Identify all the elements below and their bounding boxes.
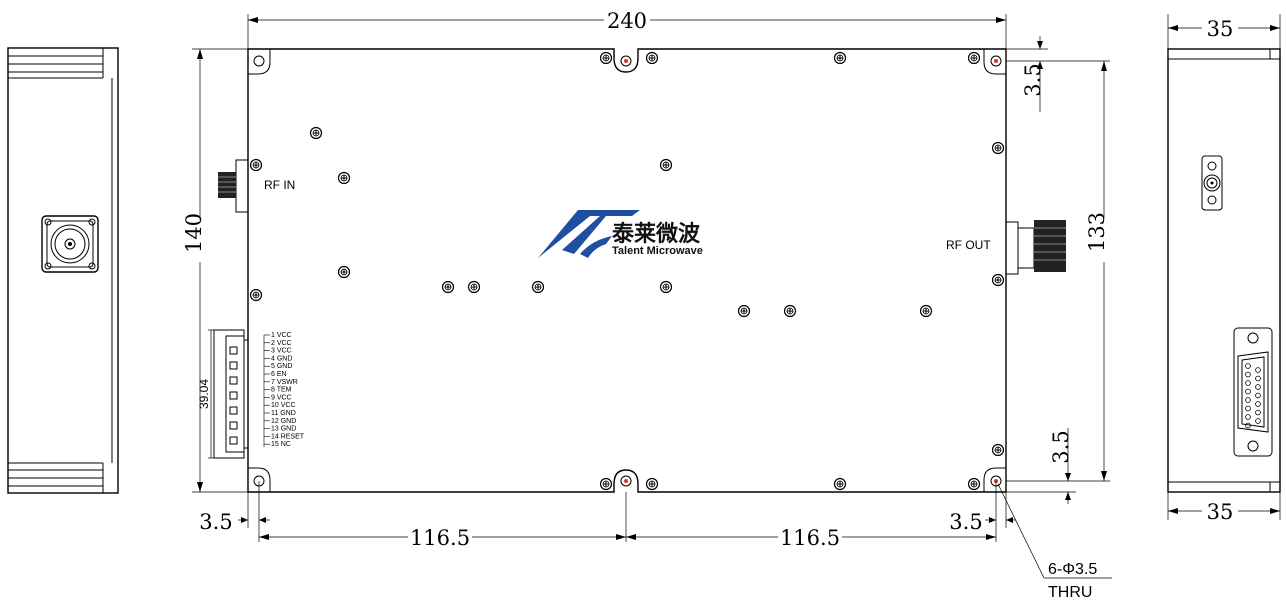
pin-label: 2 VCC	[271, 340, 292, 347]
dim-side-width-top: 35	[1207, 17, 1234, 41]
dim-width-240: 240	[607, 9, 647, 33]
dim-connector-39-04: 39.04	[197, 379, 211, 409]
dim-hole-offset-left: 3.5	[199, 510, 232, 534]
dim-hole-offset-top: 3.5	[1021, 63, 1045, 96]
dimension-lines: 240 140 39.04 133 3.5 3.5	[182, 9, 1112, 601]
holes-callout-thru: THRU	[1048, 584, 1092, 601]
pin-label: 8 TEM	[271, 387, 292, 394]
pin-label: 11 GND	[271, 410, 296, 417]
screw-icon	[467, 280, 481, 294]
screw-icon	[337, 171, 351, 185]
rf-out-label: RF OUT	[946, 238, 991, 252]
dim-span-left: 116.5	[410, 526, 470, 550]
dim-hole-offset-bottom: 3.5	[1049, 430, 1073, 463]
pin-label: 13 GND	[271, 426, 296, 433]
screw-icon	[645, 477, 659, 491]
pin-label: 15 NC	[271, 441, 291, 448]
sma-front-icon	[1201, 155, 1223, 211]
screw-icon	[991, 443, 1005, 457]
dim-side-width-bottom: 35	[1207, 500, 1234, 524]
screw-icon	[599, 477, 613, 491]
dim-height-133: 133	[1085, 212, 1109, 252]
screw-icon	[599, 51, 613, 65]
screw-icon	[833, 477, 847, 491]
screw-icons	[249, 51, 1005, 491]
screw-icon	[833, 51, 847, 65]
screw-icon	[991, 141, 1005, 155]
screw-icon	[659, 280, 673, 294]
screw-icon	[249, 158, 263, 172]
screw-icon	[441, 280, 455, 294]
pin-label: 10 VCC	[271, 402, 296, 409]
talent-microwave-logo: 泰莱微波 Talent Microwave	[538, 210, 703, 258]
mounting-hole-icon	[253, 55, 1002, 487]
pin-label: 1 VCC	[271, 332, 292, 339]
screw-icon	[737, 304, 751, 318]
pin-label: 14 RESET	[271, 433, 305, 440]
logo-english-name: Talent Microwave	[612, 245, 703, 257]
screw-icon	[919, 304, 933, 318]
pin-label: 12 GND	[271, 418, 296, 425]
n-connector-icon	[41, 215, 99, 273]
screw-icon	[783, 304, 797, 318]
rf-in-label: RF IN	[264, 178, 295, 192]
screw-icon	[309, 126, 323, 140]
left-side-view	[7, 47, 119, 494]
sma-connector-icon	[218, 159, 249, 213]
pin-label: 7 VSWR	[271, 379, 298, 386]
screw-icon	[249, 288, 263, 302]
pin-label: 9 VCC	[271, 394, 292, 401]
logo-swoosh-icon	[538, 210, 640, 258]
n-connector-side-icon	[1005, 220, 1066, 275]
holes-callout: 6-Φ3.5	[1048, 561, 1097, 578]
pin-label: 3 VCC	[271, 348, 292, 355]
screw-icon	[645, 51, 659, 65]
pin-label: 5 GND	[271, 363, 292, 370]
screw-icon	[967, 477, 981, 491]
db15-connector-icon	[213, 329, 249, 459]
screw-icon	[967, 51, 981, 65]
right-side-view: 35 35	[1167, 14, 1281, 524]
screw-icon	[991, 273, 1005, 287]
screw-icon	[337, 265, 351, 279]
dim-hole-offset-right: 3.5	[949, 510, 982, 534]
logo-chinese-name: 泰莱微波	[611, 221, 701, 247]
db15-front-icon	[1233, 327, 1273, 457]
screw-icon	[531, 280, 545, 294]
pin-label: 6 EN	[271, 371, 287, 378]
pin-label: 4 GND	[271, 355, 292, 362]
screw-icon	[659, 158, 673, 172]
dim-span-right: 116.5	[780, 526, 840, 550]
dim-height-140: 140	[182, 213, 206, 253]
